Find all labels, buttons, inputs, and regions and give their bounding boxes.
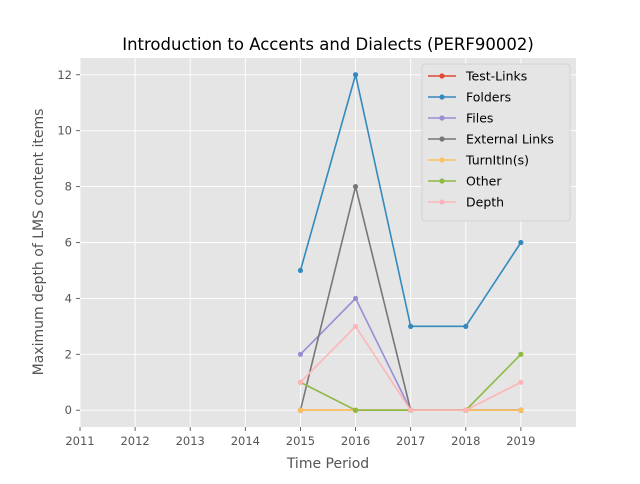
legend-marker-depth — [439, 199, 445, 205]
series-depth — [297, 323, 524, 413]
data-point-depth — [408, 407, 414, 413]
x-tick-label: 2014 — [231, 434, 260, 448]
data-point-other — [518, 351, 524, 357]
series-folders — [297, 72, 524, 329]
legend-label-turnitin-s: TurnItIn(s) — [465, 153, 529, 168]
x-tick-label: 2017 — [396, 434, 425, 448]
data-point-folders — [518, 239, 524, 246]
chart-title: Introduction to Accents and Dialects (PE… — [122, 35, 534, 54]
legend-marker-turnitin-s — [439, 157, 445, 163]
legend-label-depth: Depth — [466, 195, 504, 210]
y-axis-label: Maximum depth of LMS content items — [31, 109, 47, 376]
x-tick-label: 2013 — [176, 434, 205, 448]
y-tick-label: 8 — [65, 180, 72, 194]
y-tick-label: 6 — [65, 236, 72, 250]
x-tick-label: 2015 — [286, 434, 315, 448]
legend-marker-other — [439, 178, 445, 184]
legend-label-other: Other — [466, 174, 502, 189]
x-tick-label: 2011 — [65, 434, 94, 448]
data-point-folders — [408, 323, 414, 329]
data-point-depth — [352, 323, 359, 329]
data-point-external-links — [352, 183, 359, 190]
legend-label-test-links: Test-Links — [465, 69, 527, 84]
data-point-files — [297, 351, 304, 357]
legend-marker-external-links — [439, 136, 445, 142]
legend-label-files: Files — [466, 111, 493, 126]
series-group — [297, 72, 524, 413]
data-point-depth — [518, 379, 524, 385]
data-point-depth — [463, 407, 469, 413]
x-axis-label: Time Period — [286, 456, 369, 472]
y-tick-label: 12 — [57, 68, 72, 82]
y-tick-label: 0 — [65, 403, 72, 417]
legend: Test-Links Folders Files External Links Turn… — [421, 63, 571, 222]
data-point-folders — [463, 323, 469, 329]
data-point-folders — [297, 267, 304, 274]
y-tick-label: 10 — [57, 124, 72, 138]
y-tick-label: 4 — [65, 291, 72, 305]
data-point-folders — [352, 72, 359, 78]
x-tick-label: 2016 — [341, 434, 370, 448]
x-tick-label: 2019 — [506, 434, 535, 448]
legend-label-folders: Folders — [466, 90, 511, 105]
data-point-turnitin-s — [518, 407, 524, 413]
legend-marker-folders — [439, 94, 445, 100]
y-tick-label: 2 — [65, 347, 72, 361]
x-tick-label: 2012 — [120, 434, 149, 448]
data-point-depth — [297, 379, 304, 385]
legend-label-external-links: External Links — [466, 132, 554, 147]
axes: 2011 2012 2013 2014 2015 2016 2017 2018 2019 0 2 4 6… — [57, 68, 535, 448]
legend-box — [421, 63, 571, 222]
data-point-files — [352, 295, 359, 302]
data-point-other — [352, 407, 359, 413]
legend-marker-files — [439, 115, 445, 121]
legend-marker-test-links — [439, 73, 445, 79]
x-tick-label: 2018 — [451, 434, 480, 448]
data-point-turnitin-s — [297, 407, 304, 413]
